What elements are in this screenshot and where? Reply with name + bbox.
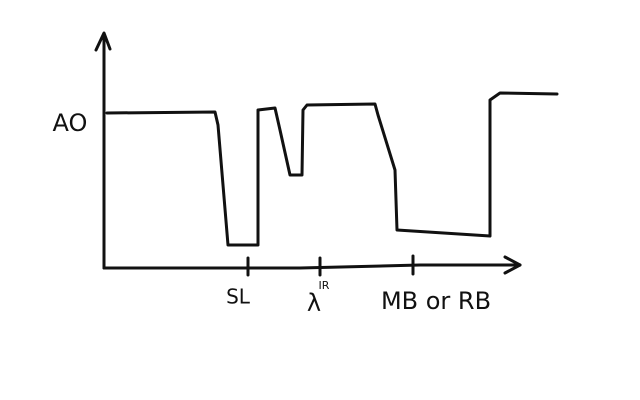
x-tick-label: λ — [307, 289, 321, 317]
curve — [105, 91, 559, 247]
y-arrow — [94, 31, 112, 52]
x-tick-label: MB or RB — [381, 287, 491, 315]
x-tick-label: SL — [226, 285, 251, 309]
x-axis — [102, 263, 522, 270]
x-tick-superscript: IR — [319, 279, 330, 292]
y-axis-label: AO — [53, 109, 88, 137]
x-arrow — [503, 255, 522, 275]
